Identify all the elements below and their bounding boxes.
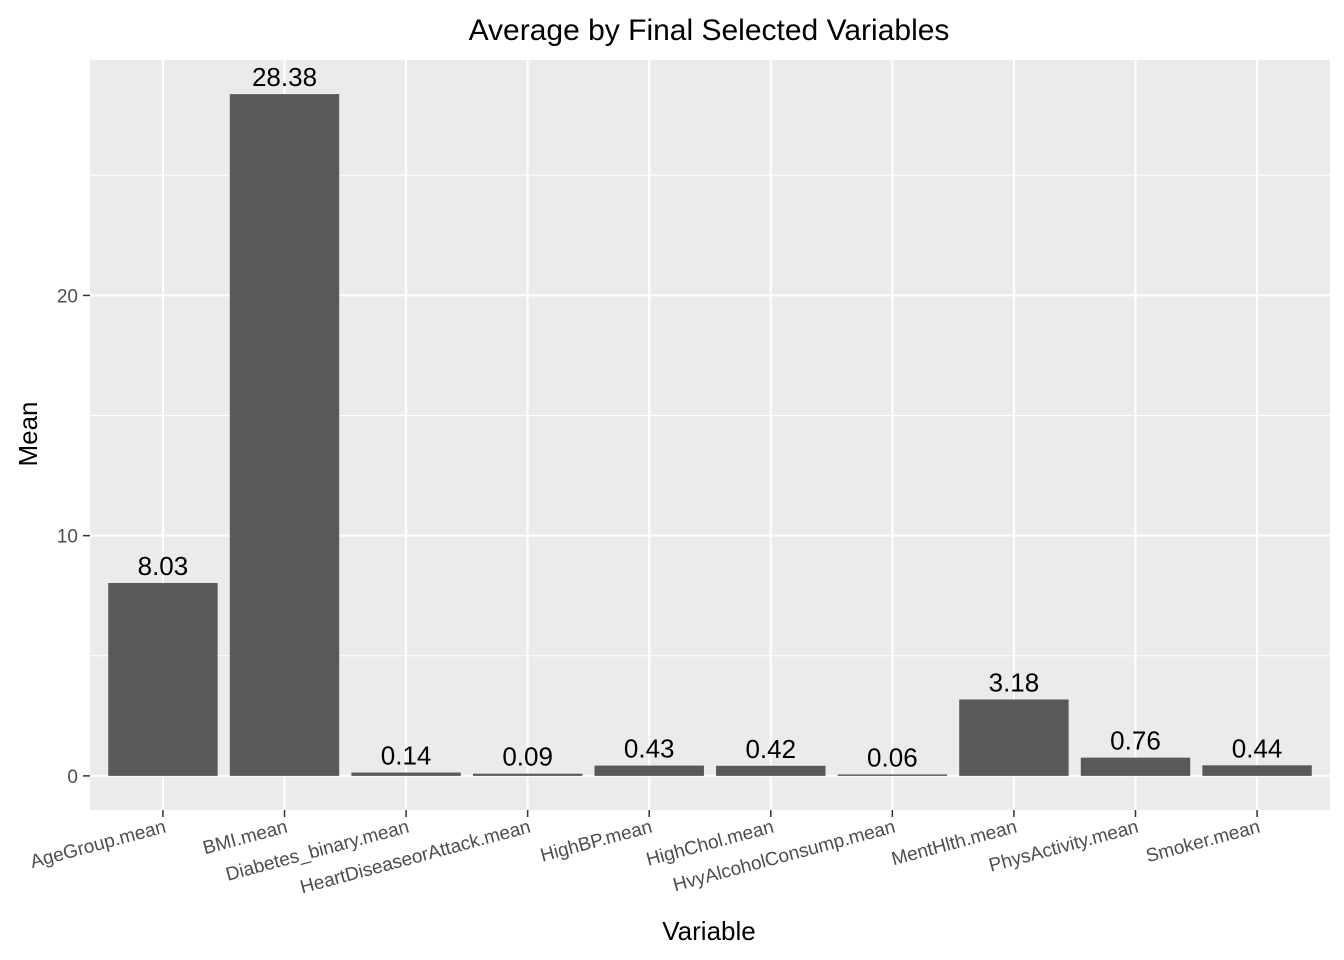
y-tick-label: 0 xyxy=(67,767,78,788)
x-tick-label: Smoker.mean xyxy=(1144,817,1263,868)
bars xyxy=(108,94,1312,776)
data-label: 0.09 xyxy=(502,742,553,772)
x-tick-label: HvyAlcoholConsump.mean xyxy=(671,817,898,897)
bar xyxy=(108,582,218,776)
bar xyxy=(1202,765,1312,776)
y-tick-label: 10 xyxy=(57,527,78,548)
data-label: 8.03 xyxy=(138,551,189,581)
bar xyxy=(716,765,826,776)
bar xyxy=(959,699,1069,776)
x-axis: AgeGroup.mean BMI.meanDiabetes_binary.mea… xyxy=(28,810,1262,898)
y-axis-title: Mean xyxy=(13,401,43,466)
data-label: 0.44 xyxy=(1232,733,1283,763)
x-tick-label: HighBP.mean xyxy=(538,817,654,867)
y-tick-label: 20 xyxy=(57,286,78,307)
data-label: 0.76 xyxy=(1110,726,1161,756)
data-label: 0.43 xyxy=(624,734,675,764)
data-labels: 8.03 28.38 0.14 0.09 0.43 0.42 0.06 3.18 0.76 0.4… xyxy=(138,62,1283,772)
bar xyxy=(229,94,340,776)
data-label: 0.42 xyxy=(745,734,796,764)
bar xyxy=(1080,757,1191,776)
x-axis-title: Variable xyxy=(662,916,755,946)
data-label: 3.18 xyxy=(989,667,1040,697)
x-tick-label: AgeGroup.mean xyxy=(28,817,168,873)
data-label: 0.14 xyxy=(381,741,432,771)
data-label: 28.38 xyxy=(252,62,317,92)
y-axis: 0 10 20 xyxy=(57,286,90,788)
data-label: 0.06 xyxy=(867,742,918,772)
bar xyxy=(472,773,583,776)
bar xyxy=(594,765,704,776)
bar xyxy=(837,774,948,776)
bar xyxy=(351,772,461,776)
chart-title: Average by Final Selected Variables xyxy=(469,14,950,47)
